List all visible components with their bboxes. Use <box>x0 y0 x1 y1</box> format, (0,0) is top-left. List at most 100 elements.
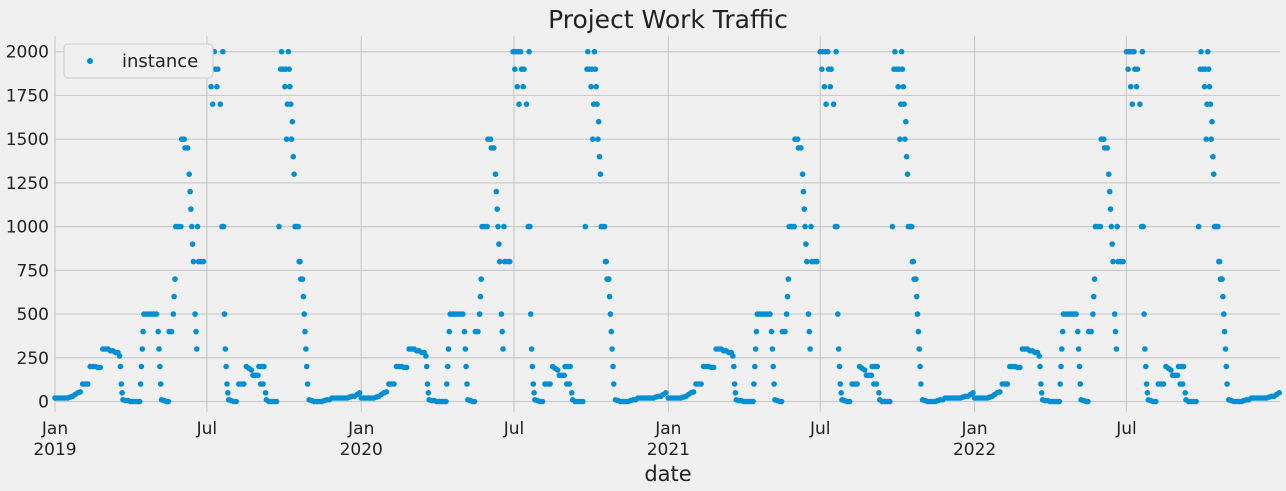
data-point <box>523 101 530 107</box>
data-point <box>595 118 602 125</box>
data-point <box>899 66 906 72</box>
data-point <box>1160 381 1167 387</box>
data-point <box>1168 367 1174 373</box>
data-point <box>300 293 307 300</box>
data-point <box>814 258 820 265</box>
x-tick-label: Jan <box>654 419 681 439</box>
y-tick-label: 1250 <box>6 174 49 194</box>
data-point <box>189 223 195 230</box>
data-point <box>854 381 860 387</box>
data-point <box>731 381 738 387</box>
data-point <box>732 390 739 396</box>
data-point <box>153 311 160 317</box>
data-point <box>801 206 808 212</box>
data-point <box>484 223 490 230</box>
data-point <box>1106 171 1112 177</box>
data-point <box>1036 353 1042 359</box>
data-point <box>767 311 773 317</box>
data-point <box>172 276 178 282</box>
data-point <box>895 83 901 90</box>
data-point <box>178 223 184 230</box>
data-point <box>590 136 596 142</box>
data-point <box>1134 66 1141 72</box>
data-point <box>1075 328 1081 335</box>
data-point <box>752 346 759 352</box>
data-point <box>1104 145 1110 151</box>
data-point <box>445 346 452 352</box>
data-point <box>892 48 898 55</box>
data-point <box>299 276 306 282</box>
data-point <box>192 311 198 317</box>
data-point <box>356 390 363 396</box>
data-point <box>603 258 610 265</box>
data-point <box>1208 136 1214 142</box>
data-point <box>710 364 717 371</box>
data-point <box>290 153 297 160</box>
x-tick-label: Jul <box>1115 419 1137 439</box>
data-point <box>493 188 500 195</box>
series-instance <box>52 48 1282 405</box>
data-point <box>157 363 163 370</box>
data-point <box>286 66 292 72</box>
data-point <box>188 206 194 212</box>
data-point <box>561 372 568 379</box>
x-tick-sublabel: 2022 <box>953 440 996 460</box>
data-point <box>898 48 905 55</box>
data-point <box>785 276 792 282</box>
x-tick-label: Jan <box>347 419 374 439</box>
data-point <box>567 363 573 370</box>
data-point <box>170 311 177 317</box>
data-point <box>1207 101 1214 107</box>
data-point <box>84 381 91 387</box>
data-point <box>514 83 521 90</box>
data-point <box>1085 398 1091 405</box>
data-point <box>512 66 518 72</box>
data-point <box>874 363 881 370</box>
data-point <box>1109 241 1115 247</box>
data-point <box>278 48 285 55</box>
data-point <box>276 223 282 230</box>
data-point <box>606 293 613 300</box>
data-point <box>165 398 172 405</box>
data-point <box>873 381 880 387</box>
data-point <box>500 346 506 352</box>
data-point <box>261 363 267 370</box>
data-point <box>1097 223 1104 230</box>
data-point <box>1127 83 1134 90</box>
data-point <box>462 346 469 352</box>
data-point <box>289 118 296 125</box>
data-point <box>1107 206 1114 212</box>
data-point <box>611 381 617 387</box>
data-point <box>902 136 908 142</box>
data-point <box>527 311 534 317</box>
data-point <box>499 328 506 335</box>
data-point <box>1038 390 1045 396</box>
data-point <box>1221 311 1227 317</box>
data-point <box>423 363 430 370</box>
data-point <box>784 293 791 300</box>
data-point <box>295 223 302 230</box>
data-point <box>836 363 843 370</box>
data-point <box>580 398 586 405</box>
data-point <box>516 101 522 107</box>
data-point <box>517 48 524 55</box>
data-point <box>1101 136 1107 142</box>
data-point <box>217 101 224 107</box>
data-point <box>908 223 915 230</box>
data-point <box>827 83 834 90</box>
data-point <box>214 83 220 90</box>
data-point <box>444 381 450 387</box>
x-tick-label: Jul <box>196 419 218 439</box>
data-point <box>913 276 919 282</box>
data-point <box>751 381 757 387</box>
data-point <box>1144 390 1151 396</box>
data-point <box>1140 223 1146 230</box>
data-point <box>168 328 175 335</box>
data-point <box>222 346 229 352</box>
data-point <box>593 83 599 90</box>
data-point <box>1073 311 1079 317</box>
data-point <box>208 83 214 90</box>
data-point <box>769 346 776 352</box>
data-point <box>1174 372 1181 379</box>
